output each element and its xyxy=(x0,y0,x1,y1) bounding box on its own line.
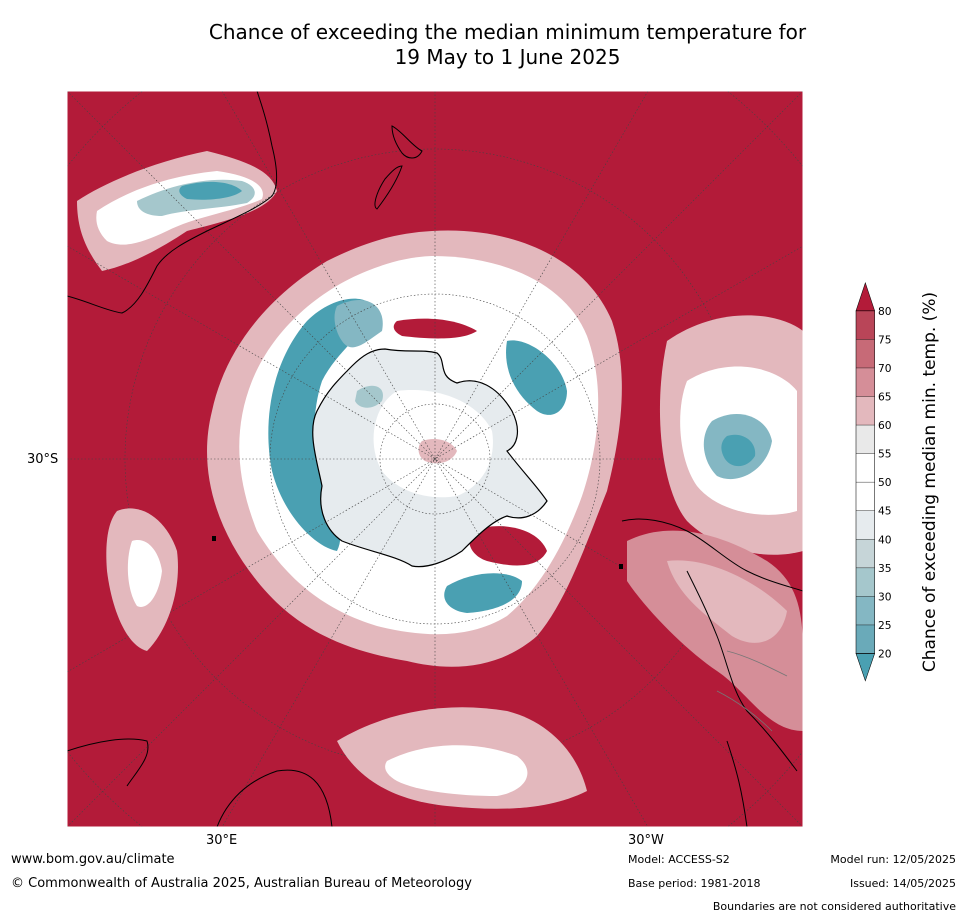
antarctic-blue-east xyxy=(506,340,567,415)
latitude-label-30s: 30°S xyxy=(27,452,59,467)
colorbar-tick-label: 20 xyxy=(878,648,892,661)
colorbar-tick-label: 50 xyxy=(878,476,892,489)
colorbar-tick-label: 35 xyxy=(878,562,892,575)
footer-copyright: © Commonwealth of Australia 2025, Austra… xyxy=(11,876,472,891)
new-zealand-outline xyxy=(374,125,423,210)
colorbar-tick-label: 40 xyxy=(878,533,892,546)
footer-base-period: Base period: 1981-2018 xyxy=(628,877,761,890)
south-america-outline xyxy=(621,518,803,772)
colorbar-tick-label: 70 xyxy=(878,362,892,375)
map-title: Chance of exceeding the median minimum t… xyxy=(110,20,905,70)
footer-website: www.bom.gov.au/climate xyxy=(11,852,175,867)
antarctic-blue-west xyxy=(268,298,377,551)
africa-outline xyxy=(67,738,333,827)
australia-outline xyxy=(67,91,277,314)
colorbar-tick-label: 55 xyxy=(878,448,892,461)
colorbar-band xyxy=(856,539,875,568)
colorbar-band xyxy=(856,453,875,483)
colorbar-tick-label: 80 xyxy=(878,305,892,318)
colorbar-band xyxy=(856,396,875,426)
colorbar-extend-bottom xyxy=(855,653,876,682)
southern-hemisphere-map xyxy=(67,91,803,827)
map-title-line1: Chance of exceeding the median minimum t… xyxy=(208,20,807,44)
colorbar-band xyxy=(856,367,875,397)
colorbar-band xyxy=(856,624,875,654)
longitude-label-30w: 30°W xyxy=(628,833,664,848)
colorbar-tick-label: 30 xyxy=(878,590,892,603)
footer-issued: Issued: 14/05/2025 xyxy=(849,877,956,890)
colorbar-band xyxy=(856,310,875,340)
colorbar-band xyxy=(856,482,875,511)
colorbar-tick-label: 25 xyxy=(878,619,892,632)
island-marker xyxy=(212,536,216,541)
colorbar-extend-top xyxy=(855,281,876,312)
map-title-line2: 19 May to 1 June 2025 xyxy=(394,45,621,69)
colorbar-band xyxy=(856,596,875,625)
colorbar-band xyxy=(856,567,875,597)
colorbar: 20 25 30 35 40 45 50 55 60 65 70 75 80 xyxy=(855,281,892,682)
antarctic-blue-south xyxy=(444,573,522,613)
island-marker xyxy=(619,564,623,569)
colorbar-label: Chance of exceeding median min. temp. (%… xyxy=(920,291,940,673)
colorbar-tick-label: 45 xyxy=(878,505,892,518)
colorbar-tick-label: 75 xyxy=(878,333,892,346)
footer-model-run: Model run: 12/05/2025 xyxy=(830,853,956,866)
footer-disclaimer: Boundaries are not considered authoritat… xyxy=(712,900,956,913)
colorbar-band xyxy=(856,339,875,368)
colorbar-tick-label: 60 xyxy=(878,419,892,432)
colorbar-band xyxy=(856,425,875,454)
longitude-label-30e: 30°E xyxy=(206,833,238,848)
footer-model: Model: ACCESS-S2 xyxy=(628,853,730,866)
colorbar-tick-label: 65 xyxy=(878,391,892,404)
colorbar-band xyxy=(856,510,875,540)
